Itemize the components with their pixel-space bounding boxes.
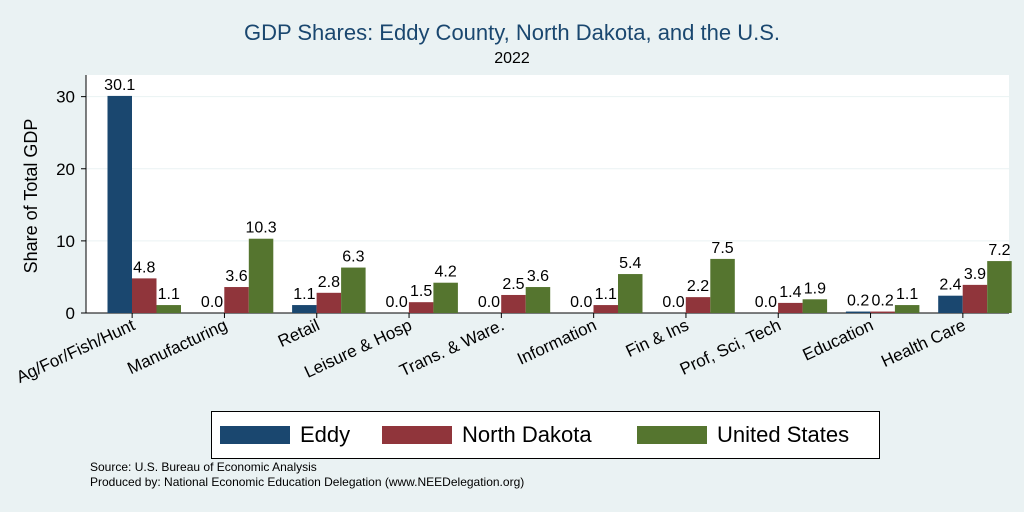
data-label-north-dakota-trans-ware: 2.5	[502, 276, 524, 293]
data-label-north-dakota-prof-sci-tech: 1.4	[779, 284, 801, 301]
x-tick-label: Retail	[275, 315, 322, 351]
x-tick-label: Manufacturing	[124, 315, 230, 378]
bar-united-states-manufacturing	[248, 238, 274, 313]
y-tick-label: 20	[56, 160, 75, 179]
bar-north-dakota-information	[593, 305, 618, 313]
data-label-united-states-fin-ins: 7.5	[711, 240, 733, 257]
legend-label-north-dakota: North Dakota	[462, 422, 592, 447]
data-label-eddy-information: 0.0	[570, 294, 592, 311]
bar-eddy-health-care	[938, 295, 963, 313]
y-tick-label: 30	[56, 88, 75, 107]
data-label-north-dakota-health-care: 3.9	[964, 266, 986, 283]
legend-label-united-states: United States	[717, 422, 850, 447]
x-tick-label: Health Care	[878, 315, 968, 371]
data-label-eddy-leisure-hosp: 0.0	[386, 294, 408, 311]
data-label-united-states-leisure-hosp: 4.2	[435, 264, 457, 281]
bar-united-states-education	[894, 305, 920, 313]
bar-united-states-information	[618, 274, 643, 313]
y-tick-label: 0	[66, 304, 75, 323]
bar-united-states-leisure-hosp	[433, 282, 458, 313]
legend-swatch-eddy	[220, 426, 290, 444]
bar-united-states-ag-for-fish-hunt	[156, 305, 181, 313]
bar-north-dakota-education	[870, 311, 895, 313]
legend: Eddy North Dakota United States	[211, 411, 880, 459]
data-label-united-states-health-care: 7.2	[988, 242, 1010, 259]
source-note: Source: U.S. Bureau of Economic Analysis	[90, 460, 317, 474]
x-tick-label: Prof, Sci, Tech	[677, 315, 784, 378]
x-tick-label: Information	[514, 315, 599, 368]
legend-label-eddy: Eddy	[300, 422, 351, 447]
chart-subtitle: 2022	[494, 50, 530, 67]
y-tick-label: 10	[56, 232, 75, 251]
plot-area	[86, 75, 1009, 313]
bar-north-dakota-leisure-hosp	[408, 302, 434, 313]
x-tick-label: Education	[800, 315, 877, 364]
bar-eddy-education	[845, 311, 871, 313]
data-label-united-states-retail: 6.3	[342, 249, 364, 266]
chart-title: GDP Shares: Eddy County, North Dakota, a…	[243, 20, 780, 45]
data-label-eddy-manufacturing: 0.0	[201, 294, 223, 311]
data-label-united-states-ag-for-fish-hunt: 1.1	[158, 286, 180, 303]
data-label-north-dakota-retail: 2.8	[318, 274, 340, 291]
data-label-eddy-fin-ins: 0.0	[662, 294, 684, 311]
bar-eddy-retail	[292, 305, 317, 313]
bar-north-dakota-prof-sci-tech	[778, 302, 803, 313]
data-label-united-states-trans-ware: 3.6	[527, 268, 549, 285]
bar-north-dakota-retail	[316, 292, 342, 313]
x-tick-label: Fin & Ins	[623, 315, 692, 361]
data-label-united-states-manufacturing: 10.3	[245, 220, 276, 237]
bar-united-states-health-care	[987, 261, 1012, 313]
data-label-north-dakota-manufacturing: 3.6	[225, 268, 247, 285]
data-label-north-dakota-education: 0.2	[872, 293, 894, 310]
bar-north-dakota-ag-for-fish-hunt	[132, 278, 157, 313]
data-label-united-states-information: 5.4	[619, 255, 641, 272]
bar-north-dakota-health-care	[962, 284, 988, 313]
bar-north-dakota-trans-ware	[501, 294, 526, 313]
x-tick-label: Trans. & Ware.	[397, 315, 507, 380]
data-label-united-states-education: 1.1	[896, 286, 918, 303]
legend-swatch-north-dakota	[382, 426, 452, 444]
bar-united-states-retail	[341, 267, 366, 313]
data-label-eddy-ag-for-fish-hunt: 30.1	[104, 77, 135, 94]
data-label-eddy-health-care: 2.4	[939, 277, 961, 294]
legend-swatch-united-states	[637, 426, 707, 444]
bar-north-dakota-fin-ins	[685, 297, 711, 313]
data-label-north-dakota-ag-for-fish-hunt: 4.8	[133, 259, 155, 276]
bar-eddy-ag-for-fish-hunt	[107, 95, 132, 313]
data-label-eddy-trans-ware: 0.0	[478, 294, 500, 311]
bar-united-states-prof-sci-tech	[802, 299, 828, 313]
x-tick-label: Ag/For/Fish/Hunt	[13, 315, 138, 387]
bar-united-states-trans-ware	[525, 287, 551, 313]
data-label-north-dakota-information: 1.1	[595, 286, 617, 303]
data-label-eddy-prof-sci-tech: 0.0	[755, 294, 777, 311]
bar-north-dakota-manufacturing	[224, 287, 249, 313]
data-label-united-states-prof-sci-tech: 1.9	[804, 280, 826, 297]
produced-note: Produced by: National Economic Education…	[90, 475, 525, 489]
data-label-north-dakota-leisure-hosp: 1.5	[410, 283, 432, 300]
data-label-north-dakota-fin-ins: 2.2	[687, 278, 709, 295]
data-label-eddy-retail: 1.1	[293, 286, 315, 303]
y-axis-label: Share of Total GDP	[21, 119, 41, 274]
bar-united-states-fin-ins	[710, 258, 735, 313]
data-label-eddy-education: 0.2	[847, 293, 869, 310]
